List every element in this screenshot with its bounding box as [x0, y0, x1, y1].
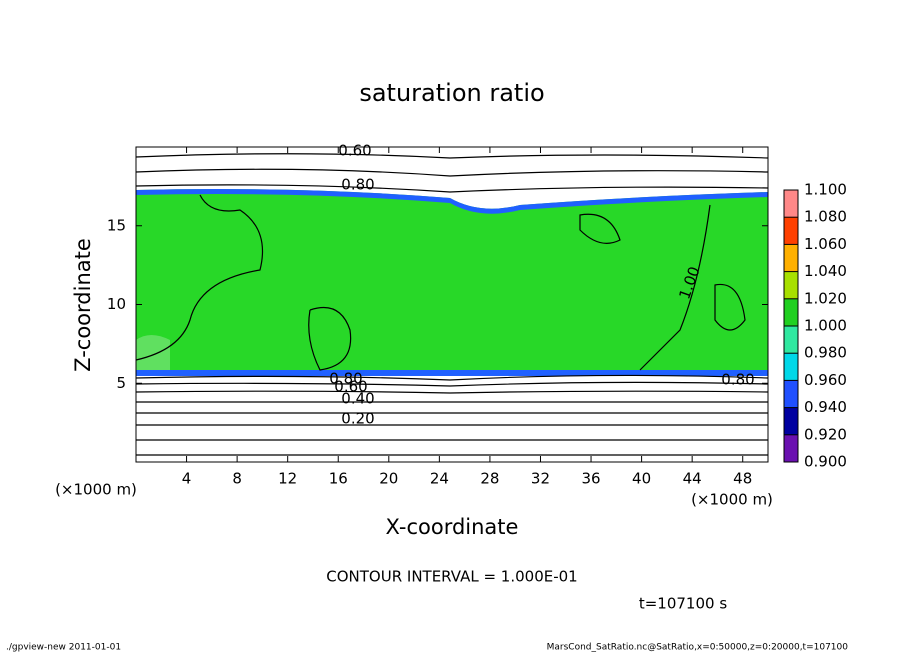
colorbar-label: 1.100: [804, 181, 847, 199]
x-tick-label: 28: [480, 470, 499, 488]
colorbar-cell: [784, 271, 798, 299]
contour-label: 0.80: [329, 370, 362, 388]
contour-label: 0.80: [721, 371, 754, 389]
field: [135, 146, 769, 463]
y-unit: (×1000 m): [691, 491, 773, 509]
contour-label: 0.20: [341, 410, 374, 428]
colorbar-label: 1.020: [804, 289, 847, 307]
footer-right: MarsCond_SatRatio.nc@SatRatio,x=0:50000,…: [547, 643, 849, 653]
colorbar-cell: [784, 380, 798, 408]
colorbar-label: 0.980: [804, 344, 847, 362]
y-tick-label: 5: [116, 374, 126, 392]
colorbar-cell: [784, 244, 798, 272]
colorbar-cell: [784, 217, 798, 245]
colorbar-cell: [784, 190, 798, 218]
time-label: t=107100 s: [639, 595, 727, 613]
x-tick-label: 4: [182, 470, 192, 488]
contour-label: 0.60: [334, 378, 367, 396]
colorbar-label: 0.960: [804, 371, 847, 389]
y-axis-label: Z-coordinate: [71, 238, 95, 372]
contour-interval: CONTOUR INTERVAL = 1.000E-01: [326, 568, 577, 586]
colorbar-label: 0.920: [804, 425, 847, 443]
contour-label: 0.60: [338, 142, 371, 160]
colorbar-label: 1.060: [804, 235, 847, 253]
colorbar-label: 1.040: [804, 262, 847, 280]
footer-left: ./gpview-new 2011-01-01: [6, 643, 121, 653]
colorbar-cell: [784, 434, 798, 462]
chart-title: saturation ratio: [359, 79, 544, 107]
colorbar-cell: [784, 353, 798, 381]
x-tick-label: 20: [379, 470, 398, 488]
x-tick-label: 44: [683, 470, 702, 488]
x-tick-label: 40: [632, 470, 651, 488]
colorbar-cell: [784, 298, 798, 326]
x-tick-label: 8: [232, 470, 242, 488]
x-axis-label: X-coordinate: [386, 515, 519, 539]
colorbar-label: 1.080: [804, 208, 847, 226]
contour-label: 0.40: [341, 390, 374, 408]
x-tick-label: 16: [329, 470, 348, 488]
contour-label: 0.80: [341, 176, 374, 194]
colorbar-cell: [784, 326, 798, 354]
x-tick-label: 32: [531, 470, 550, 488]
y-tick-label: 10: [107, 295, 126, 313]
x-unit: (×1000 m): [55, 481, 137, 499]
colorbar-label: 0.940: [804, 398, 847, 416]
y-tick-label: 15: [107, 216, 126, 234]
colorbar-label: 1.000: [804, 317, 847, 335]
x-tick-label: 48: [733, 470, 752, 488]
x-tick-label: 36: [581, 470, 600, 488]
x-tick-label: 12: [278, 470, 297, 488]
colorbar-label: 0.900: [804, 453, 847, 471]
x-tick-label: 24: [430, 470, 449, 488]
colorbar-cell: [784, 407, 798, 435]
